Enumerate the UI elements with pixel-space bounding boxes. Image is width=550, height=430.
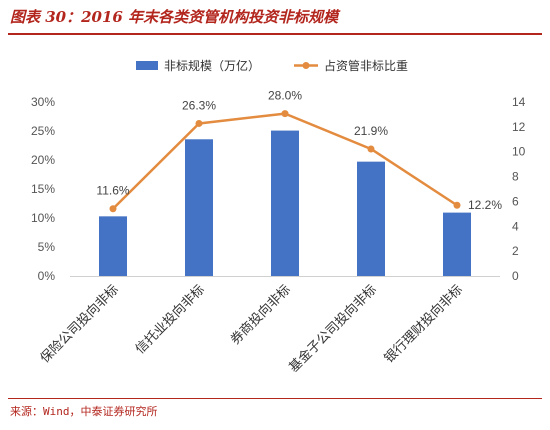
figure-title: 图表 30：2016 年末各类资管机构投资非标规模: [10, 8, 339, 26]
left-axis-tick-label: 20%: [31, 153, 55, 167]
category-label: 券商投向非标: [227, 282, 293, 348]
right-axis-tick-label: 6: [512, 194, 519, 208]
left-axis-tick-label: 25%: [31, 124, 55, 138]
bar: [185, 139, 213, 276]
data-label: 11.6%: [96, 184, 129, 198]
category-label: 银行理财投向非标: [381, 282, 466, 367]
title-divider: [8, 33, 542, 35]
line-point: [195, 119, 203, 127]
bar: [443, 212, 471, 276]
left-axis-tick-label: 5%: [38, 240, 56, 254]
right-axis-tick-label: 10: [512, 145, 526, 159]
line-point: [453, 201, 461, 209]
right-axis-tick-label: 8: [512, 170, 519, 184]
right-axis: 0 2 4 6 8 10 12 14: [512, 95, 526, 283]
left-axis-tick-label: 15%: [31, 182, 55, 196]
data-label: 12.2%: [468, 198, 502, 212]
left-axis-tick-label: 10%: [31, 211, 55, 225]
right-axis-tick-label: 0: [512, 269, 519, 283]
right-axis-tick-label: 4: [512, 219, 519, 233]
left-axis-tick-label: 0%: [38, 269, 56, 283]
bar: [357, 161, 385, 276]
legend-label-line: 占资管非标比重: [324, 58, 408, 73]
footer-divider: [8, 398, 542, 399]
right-axis-tick-label: 14: [512, 95, 526, 109]
right-axis-tick-label: 2: [512, 244, 519, 258]
chart: 非标规模（万亿） 占资管非标比重 0% 5% 10% 15% 20% 25% 30% 0 2 4 6…: [31, 58, 526, 376]
left-axis: 0% 5% 10% 15% 20% 25% 30%: [31, 95, 500, 283]
bar: [99, 216, 127, 276]
bar: [271, 130, 299, 276]
legend-label-bar: 非标规模（万亿）: [164, 58, 260, 73]
left-axis-tick-label: 30%: [31, 95, 55, 109]
source-note: 来源：Wind，中泰证券研究所: [10, 405, 158, 418]
line-point: [367, 145, 375, 153]
category-label: 保险公司投向非标: [37, 282, 122, 367]
line-point: [281, 110, 289, 118]
right-axis-tick-label: 12: [512, 120, 526, 134]
line-point: [109, 205, 117, 213]
figure-header: 图表 30：2016 年末各类资管机构投资非标规模: [0, 0, 550, 36]
data-label: 21.9%: [354, 124, 388, 138]
legend-line-marker: [302, 62, 310, 69]
chart-legend: 非标规模（万亿） 占资管非标比重: [136, 58, 408, 73]
legend-bar-swatch: [136, 61, 158, 70]
category-label: 基金子公司投向非标: [286, 282, 380, 376]
category-label: 信托业投向非标: [132, 282, 208, 358]
bar-series: [99, 130, 471, 276]
line-series: 11.6% 26.3% 28.0% 21.9% 12.2%: [96, 89, 502, 213]
data-label: 26.3%: [182, 98, 216, 112]
data-label: 28.0%: [268, 89, 302, 103]
